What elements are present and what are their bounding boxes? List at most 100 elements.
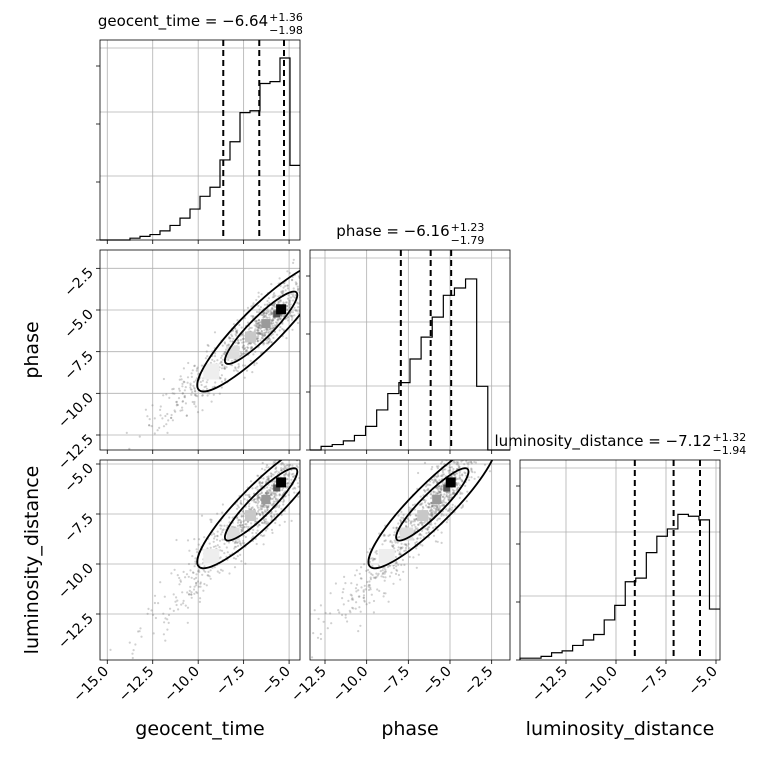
sample-point bbox=[434, 510, 437, 513]
sample-point bbox=[267, 504, 270, 507]
sample-point bbox=[258, 324, 261, 327]
sample-point bbox=[284, 473, 287, 476]
sample-point bbox=[466, 462, 469, 465]
sample-point bbox=[243, 317, 246, 320]
sample-point bbox=[383, 533, 386, 536]
sample-point bbox=[271, 326, 274, 330]
sample-point bbox=[259, 324, 262, 327]
sample-point bbox=[294, 281, 297, 284]
sample-point bbox=[262, 312, 265, 316]
sample-point bbox=[289, 303, 292, 306]
sample-point bbox=[441, 475, 444, 478]
sample-point bbox=[329, 612, 332, 615]
sample-point bbox=[355, 590, 358, 593]
sample-point bbox=[256, 322, 260, 325]
sample-point bbox=[195, 581, 198, 585]
sample-point bbox=[165, 393, 168, 396]
sample-point bbox=[166, 412, 169, 416]
sample-point bbox=[239, 502, 242, 505]
sample-point bbox=[172, 593, 175, 596]
sample-point bbox=[230, 364, 234, 367]
sample-point bbox=[291, 295, 295, 298]
sample-point bbox=[223, 341, 226, 344]
sample-point bbox=[185, 573, 189, 576]
sample-point bbox=[455, 482, 458, 485]
sample-point bbox=[181, 591, 184, 594]
sample-point bbox=[219, 377, 222, 380]
sample-point bbox=[258, 512, 261, 516]
sample-point bbox=[266, 508, 269, 511]
sample-point bbox=[399, 546, 402, 549]
sample-point bbox=[453, 489, 456, 492]
sample-point bbox=[403, 543, 406, 546]
ytick-label-phase: −7.5 bbox=[61, 348, 96, 383]
sample-point bbox=[202, 589, 205, 592]
sample-point bbox=[302, 459, 304, 461]
sample-point bbox=[261, 461, 264, 465]
sample-point bbox=[272, 336, 275, 339]
sample-point bbox=[458, 496, 461, 499]
sample-point bbox=[266, 486, 269, 489]
sample-point bbox=[170, 416, 173, 420]
sample-point bbox=[286, 319, 290, 322]
panel-contents bbox=[310, 456, 510, 660]
sample-point bbox=[235, 545, 238, 548]
sample-point bbox=[239, 542, 242, 545]
sample-point bbox=[295, 283, 298, 286]
sample-point bbox=[266, 491, 270, 494]
sample-point bbox=[256, 488, 259, 491]
sample-point bbox=[271, 491, 274, 494]
sample-point bbox=[418, 521, 421, 525]
sample-point bbox=[241, 529, 244, 532]
sample-point bbox=[429, 484, 432, 487]
sample-point bbox=[230, 359, 234, 362]
sample-point bbox=[177, 397, 181, 400]
sample-point bbox=[263, 520, 266, 523]
sample-point bbox=[269, 321, 272, 324]
sample-point bbox=[474, 456, 476, 458]
sample-point bbox=[246, 346, 250, 349]
sample-point bbox=[193, 380, 196, 383]
sample-point bbox=[236, 329, 239, 332]
sample-point bbox=[286, 297, 290, 300]
sample-point bbox=[447, 469, 450, 472]
sample-point bbox=[281, 292, 284, 295]
sample-point bbox=[221, 363, 224, 366]
sample-point bbox=[273, 494, 276, 497]
sample-point bbox=[292, 475, 295, 478]
sample-point bbox=[430, 468, 433, 471]
sample-point bbox=[263, 504, 266, 507]
sample-point bbox=[227, 358, 230, 361]
sample-point bbox=[427, 526, 430, 529]
sample-point bbox=[298, 451, 300, 453]
sample-point bbox=[397, 573, 400, 577]
sample-point bbox=[261, 521, 264, 525]
density-cell bbox=[245, 331, 256, 343]
sample-point bbox=[424, 499, 427, 502]
sample-point bbox=[292, 258, 295, 261]
sample-point bbox=[427, 502, 430, 505]
sample-point bbox=[434, 522, 437, 525]
sample-point bbox=[399, 578, 402, 581]
sample-point bbox=[266, 316, 269, 319]
sample-point bbox=[351, 606, 354, 609]
sample-point bbox=[291, 278, 294, 281]
sample-point bbox=[432, 510, 435, 513]
sample-point bbox=[243, 352, 246, 355]
sample-point bbox=[252, 498, 255, 501]
sample-point bbox=[273, 513, 276, 517]
sample-point bbox=[390, 571, 393, 574]
sample-point bbox=[159, 414, 162, 417]
sample-point bbox=[176, 574, 179, 577]
sample-point bbox=[433, 480, 436, 483]
sample-point bbox=[197, 570, 200, 573]
sample-point bbox=[176, 403, 180, 407]
sample-point bbox=[251, 316, 254, 320]
sample-point bbox=[302, 461, 304, 463]
sample-point bbox=[473, 460, 476, 464]
sample-point bbox=[267, 341, 271, 344]
sample-point bbox=[221, 569, 224, 572]
sample-point bbox=[296, 288, 300, 291]
sample-point bbox=[286, 473, 289, 476]
sample-point bbox=[190, 591, 193, 594]
